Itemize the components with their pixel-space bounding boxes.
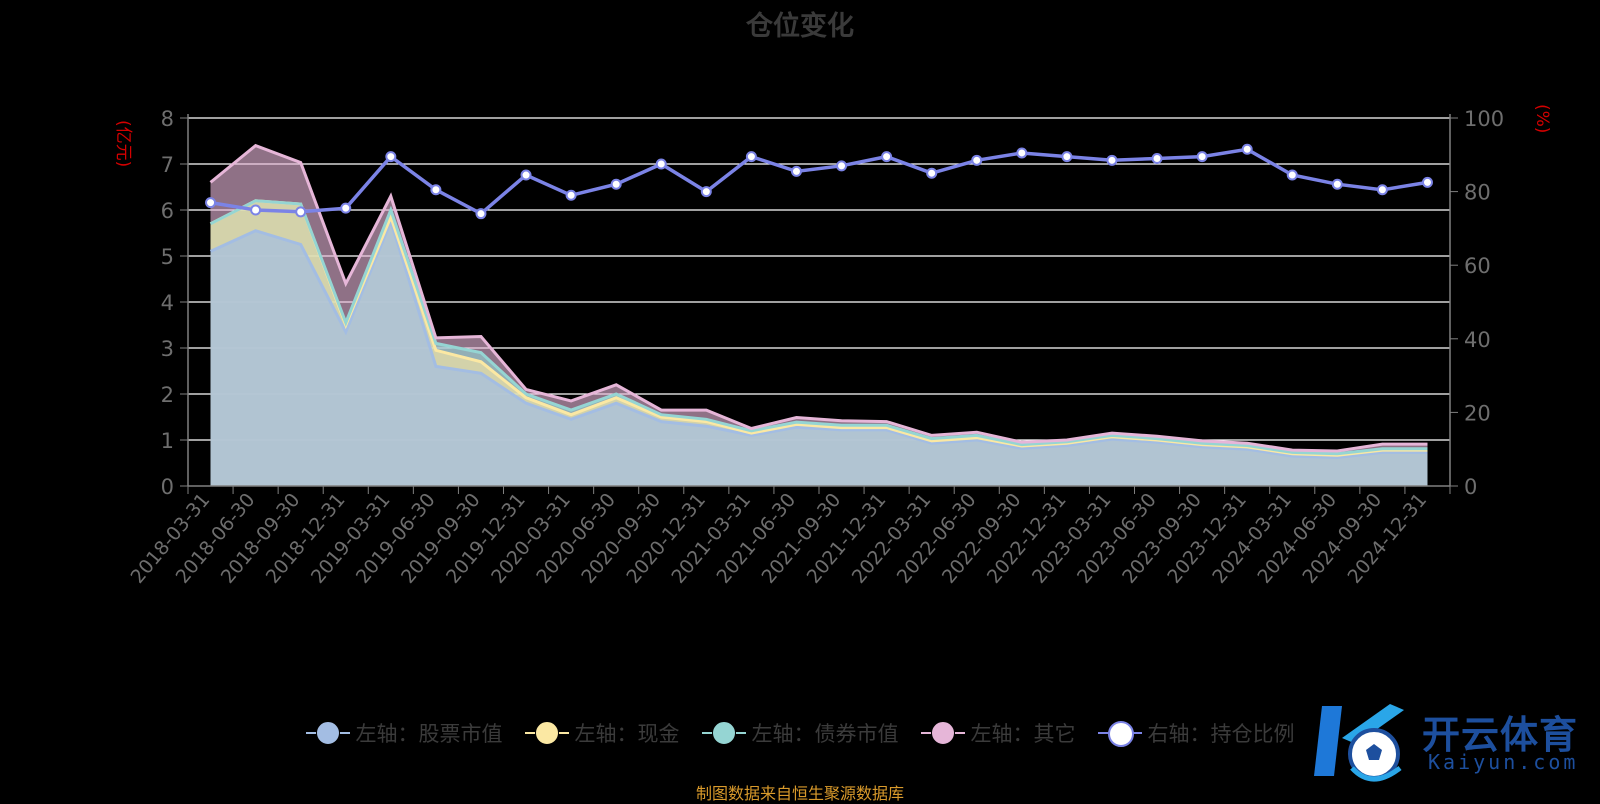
left-axis-tick-label: 2 <box>161 383 174 407</box>
ratio-point <box>1106 154 1118 166</box>
ratio-line <box>210 147 1428 216</box>
watermark-text-en: Kaiyun.com <box>1428 750 1579 774</box>
legend-item-ratio[interactable]: 右轴：持仓比例 <box>1097 718 1295 748</box>
watermark-logo: 开云体育 Kaiyun.com <box>1312 698 1592 784</box>
right-axis-tick-label: 40 <box>1464 328 1491 352</box>
ratio-point <box>971 154 983 166</box>
ratio-point <box>1241 143 1253 155</box>
line-bond <box>209 199 1428 456</box>
ratio-point <box>790 165 802 177</box>
legend-bond-marker-icon <box>701 721 746 745</box>
chart-title: 仓位变化 <box>746 11 854 42</box>
legend-item-cash[interactable]: 左轴：现金 <box>524 718 680 748</box>
left-axis-tick-label: 4 <box>161 291 174 315</box>
source-note: 制图数据来自恒生聚源数据库 <box>695 784 904 803</box>
ratio-point <box>745 151 757 163</box>
ratio-point <box>1061 151 1073 163</box>
right-axis-tick-label: 20 <box>1464 401 1491 425</box>
right-axis-tick-label: 0 <box>1464 475 1477 499</box>
ratio-point <box>250 204 262 216</box>
legend-ratio-marker-icon <box>1097 721 1142 747</box>
ratio-point <box>926 167 938 179</box>
legend-stock-label: 左轴：股票市值 <box>355 722 503 746</box>
right-axis-tick-label: 100 <box>1464 107 1504 131</box>
ratio-point <box>1421 176 1433 188</box>
ratio-point <box>700 186 712 198</box>
line-other <box>209 143 1428 453</box>
legend-item-stock[interactable]: 左轴：股票市值 <box>305 718 503 748</box>
legend-cash-label: 左轴：现金 <box>574 722 680 746</box>
left-axis-tick-label: 7 <box>161 153 174 177</box>
left-axis-tick-label: 5 <box>161 245 174 269</box>
ratio-point <box>385 151 397 163</box>
legend-item-other[interactable]: 左轴：其它 <box>920 718 1076 748</box>
legend-ratio-label: 右轴：持仓比例 <box>1147 722 1295 746</box>
ratio-point <box>475 208 487 220</box>
left-axis-tick-label: 3 <box>161 337 174 361</box>
legend-cash-marker-icon <box>524 721 569 745</box>
legend-stock-marker-icon <box>305 721 350 745</box>
legend-other-label: 左轴：其它 <box>970 722 1076 746</box>
left-axis-tick-label: 1 <box>161 429 174 453</box>
left-axis-tick-label: 6 <box>161 199 174 223</box>
ratio-point <box>881 151 893 163</box>
legend-other-marker-icon <box>920 721 965 745</box>
right-axis-tick-label: 80 <box>1464 181 1491 205</box>
left-axis-tick-label: 8 <box>161 107 174 131</box>
position-change-chart: 0123456780204060801002018-03-312018-06-3… <box>127 107 1505 588</box>
watermark-text-cn: 开云体育 <box>1422 713 1579 757</box>
ratio-point <box>1151 152 1163 164</box>
ratio-point <box>430 184 442 196</box>
ratio-point <box>520 169 532 181</box>
ratio-point <box>1196 151 1208 163</box>
ratio-point <box>610 178 622 190</box>
ratio-point <box>340 202 352 214</box>
left-axis-tick-label: 0 <box>161 475 174 499</box>
area-stock <box>210 221 1428 486</box>
ratio-point <box>295 206 307 218</box>
ratio-point <box>836 160 848 172</box>
ratio-point <box>565 189 577 201</box>
football-k-logo-icon <box>1314 704 1404 782</box>
legend-bond-label: 左轴：债券市值 <box>751 722 899 746</box>
ratio-point <box>1331 178 1343 190</box>
ratio-point <box>205 197 217 209</box>
line-stock <box>209 217 1428 460</box>
ratio-point <box>1376 184 1388 196</box>
legend-item-bond[interactable]: 左轴：债券市值 <box>701 718 899 748</box>
ratio-point <box>1016 147 1028 159</box>
right-axis-tick-label: 60 <box>1464 254 1491 278</box>
ratio-point <box>655 158 667 170</box>
chart-legend: 左轴：股票市值 左轴：现金 左轴：债券市值 左轴：其它 右轴：持仓比例 <box>0 718 1600 748</box>
ratio-point <box>1286 169 1298 181</box>
